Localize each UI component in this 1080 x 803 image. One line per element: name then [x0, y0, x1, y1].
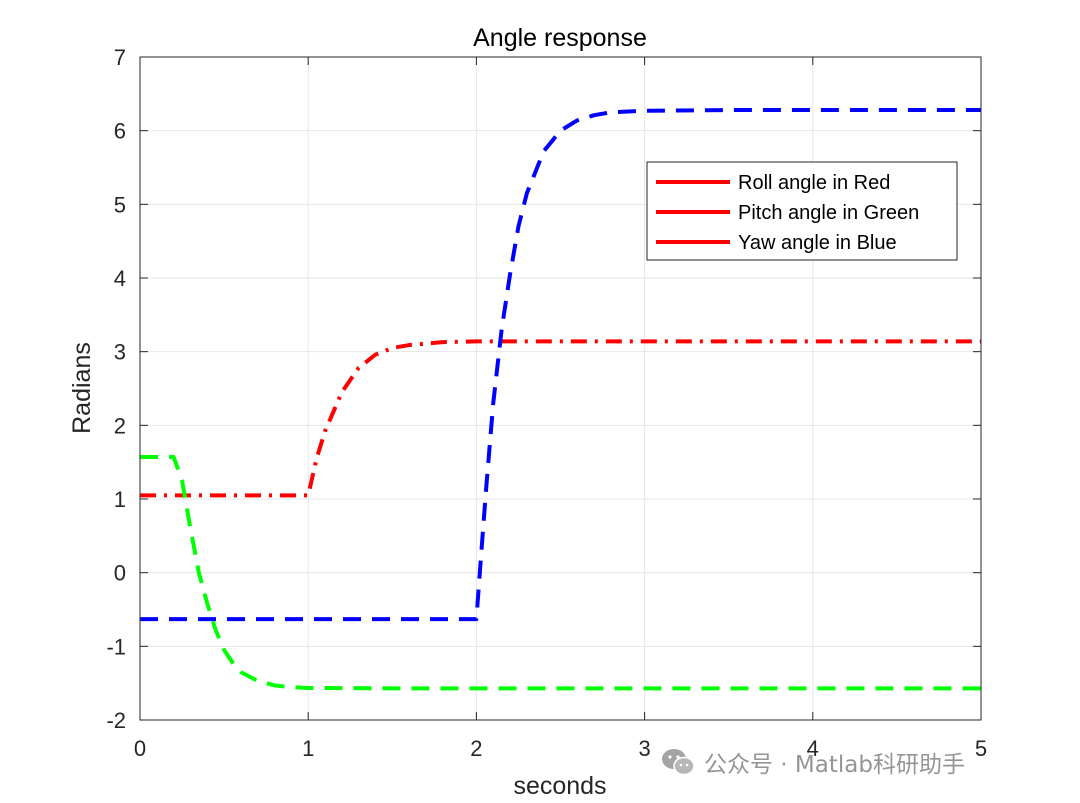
series-lines: [140, 108, 981, 691]
tick-labels: 0 1 2 3 4 5 -2 -1 0 1 2 3 4 5 6 7: [106, 45, 987, 761]
y-tick-label: 2: [114, 413, 126, 438]
y-tick-label: 5: [114, 192, 126, 217]
y-tick-label: 3: [114, 340, 126, 365]
legend: Roll angle in Red Pitch angle in Green Y…: [646, 161, 958, 261]
x-tick-label: 0: [134, 736, 146, 761]
x-tick-label: 1: [302, 736, 314, 761]
y-tick-label: 1: [114, 487, 126, 512]
x-tick-label: 4: [807, 736, 819, 761]
series-pitch: [140, 455, 981, 691]
wechat-icon: [662, 749, 695, 776]
legend-entry-pitch: Pitch angle in Green: [738, 202, 919, 224]
series-yaw: [140, 108, 981, 622]
legend-entry-roll: Roll angle in Red: [738, 172, 890, 194]
x-tick-label: 2: [470, 736, 482, 761]
watermark-text: 公众号 · Matlab科研助手: [704, 752, 965, 778]
y-tick-label: -1: [106, 634, 126, 659]
y-tick-label: -2: [106, 708, 126, 733]
series-roll: [140, 339, 981, 498]
x-axis-label: seconds: [513, 772, 606, 800]
y-axis-label: Radians: [68, 342, 96, 434]
chart-title: Angle response: [473, 24, 647, 52]
plot-frame: [139, 56, 982, 721]
tick-marks: [139, 56, 982, 721]
watermark: 公众号 · Matlab科研助手: [660, 742, 965, 782]
y-tick-label: 6: [114, 119, 126, 144]
legend-entry-yaw: Yaw angle in Blue: [738, 232, 897, 254]
y-tick-label: 0: [114, 561, 126, 586]
x-tick-label: 5: [975, 736, 987, 761]
x-tick-label: 3: [638, 736, 650, 761]
y-tick-label: 7: [114, 45, 126, 70]
y-tick-label: 4: [114, 266, 126, 291]
